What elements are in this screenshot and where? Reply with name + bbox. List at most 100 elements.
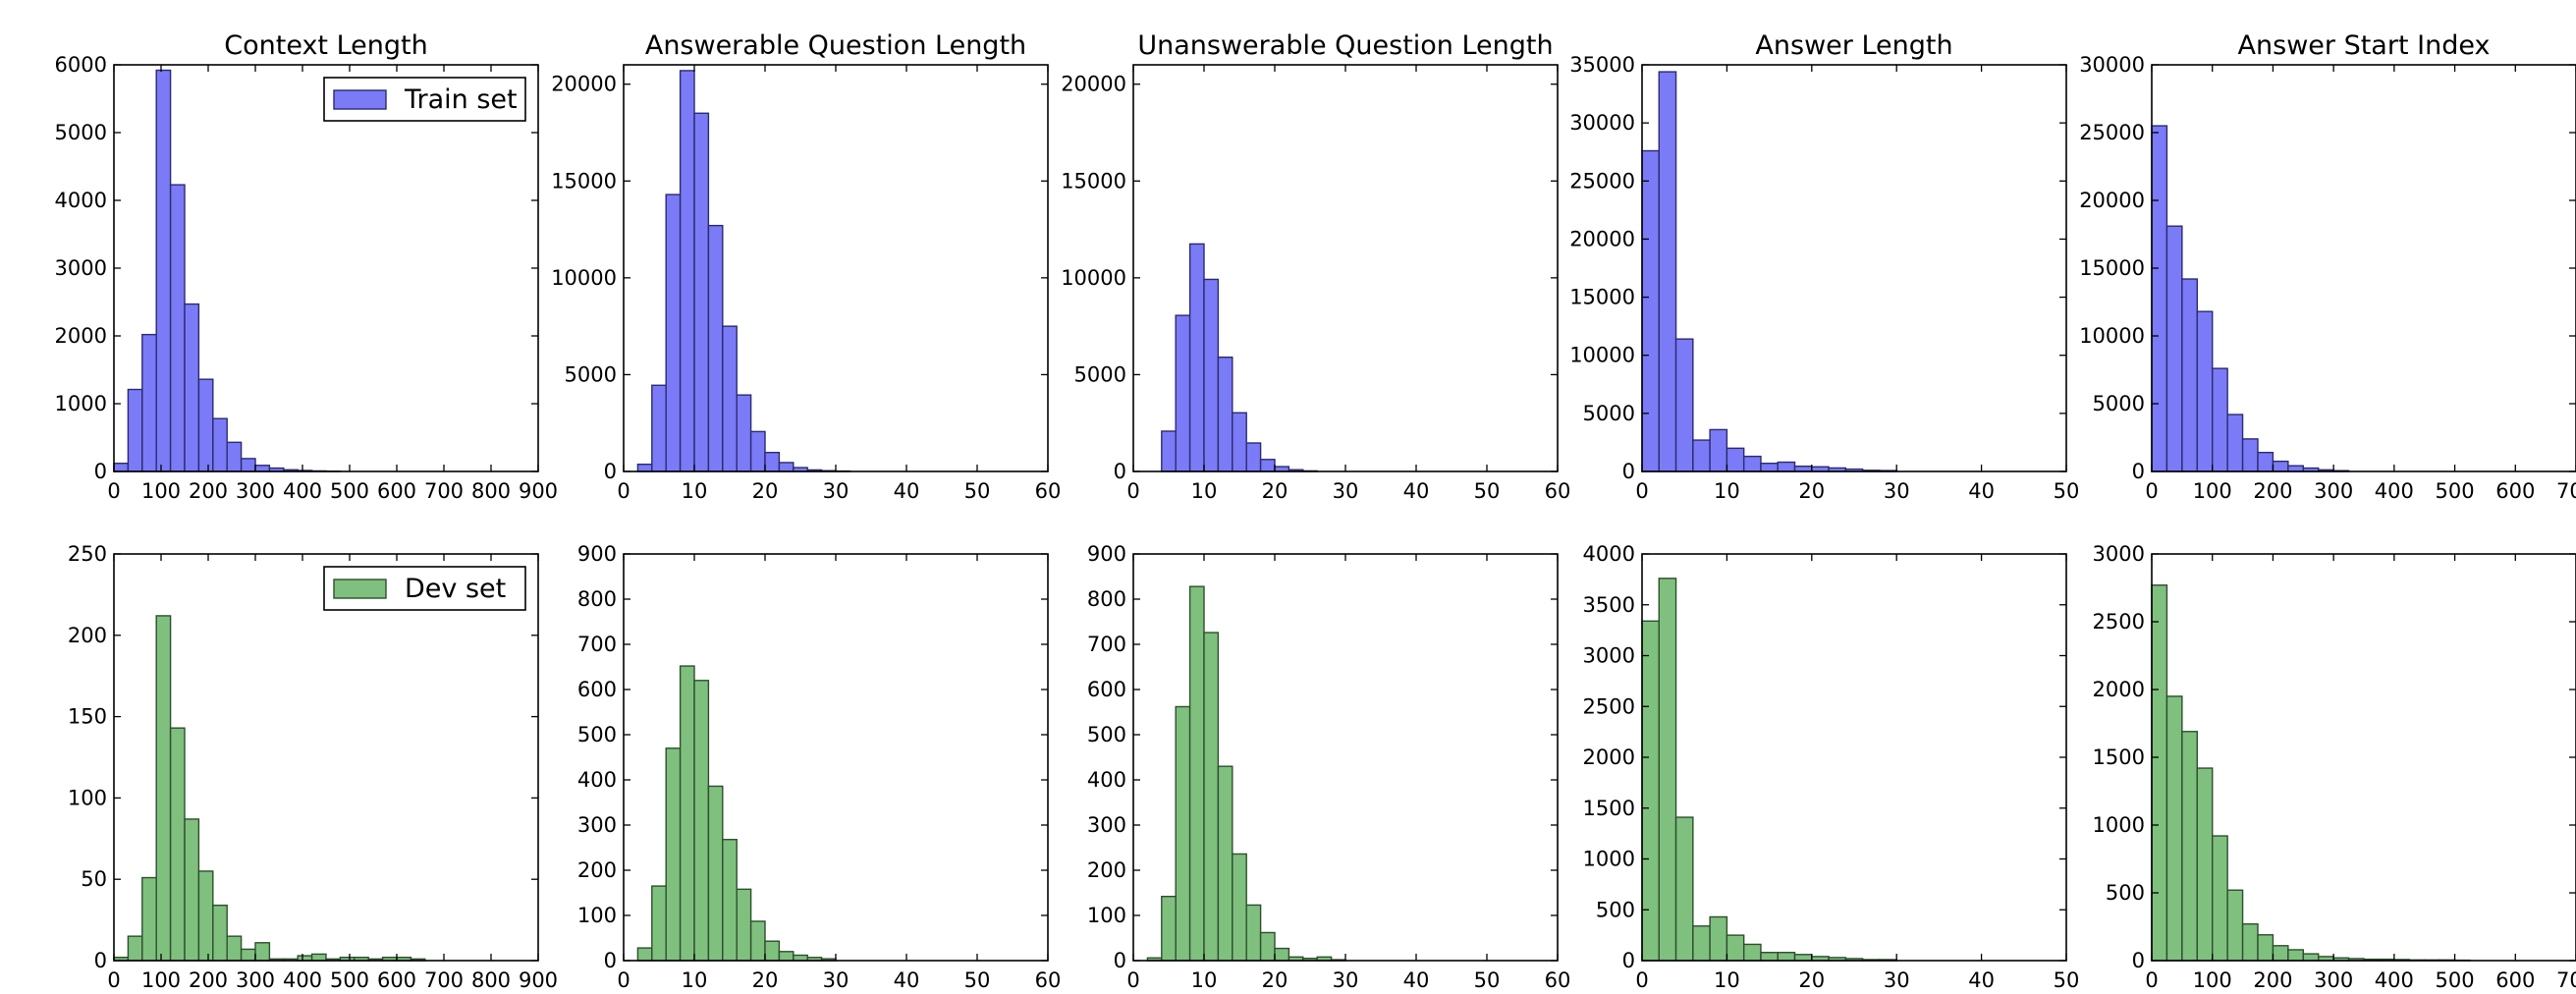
histogram-bar	[226, 935, 243, 962]
y-tick-label: 500	[1087, 723, 1126, 746]
histogram-bar	[722, 839, 738, 962]
panel-train-5: 0 100 200 300 400 500 600 700 0 5000 10000 15000 200…	[2079, 30, 2576, 503]
x-tick-label: 50	[1474, 968, 1501, 992]
axes-frame	[1641, 553, 2067, 962]
y-tick-label: 3000	[2093, 542, 2145, 566]
y-tick-label: 20000	[551, 73, 617, 96]
chart-title: Unanswerable Question Length	[1137, 30, 1553, 61]
x-tick-label: 200	[2253, 479, 2292, 503]
histogram-bar	[651, 384, 667, 472]
histogram-bar	[113, 463, 130, 472]
histogram-bar	[1245, 904, 1262, 962]
histogram-bar	[1188, 585, 1205, 962]
x-tick-label: 0	[1126, 968, 1139, 992]
panel-dev-3: 0 10 20 30 40 50 60010020030040050060070080090…	[1087, 542, 1570, 992]
histogram-bar	[2257, 934, 2275, 962]
x-tick-label: 0	[617, 968, 630, 992]
x-tick-label: 0	[1635, 968, 1648, 992]
x-tick-label: 400	[283, 968, 322, 992]
histogram-bar	[127, 388, 143, 472]
histogram-bar	[1641, 149, 1660, 472]
histogram-bar	[679, 70, 695, 472]
histogram-bar	[1203, 278, 1220, 472]
y-tick-label: 1000	[1583, 848, 1635, 871]
y-tick-label: 25000	[2079, 121, 2145, 144]
histogram-bar	[2302, 953, 2320, 962]
histogram-bar	[1726, 934, 1745, 962]
histogram-bar	[197, 870, 214, 962]
histogram-bar	[1709, 428, 1728, 472]
x-tick-label: 200	[189, 968, 228, 992]
y-tick-label: 0	[1114, 460, 1126, 483]
y-tick-label: 10000	[1569, 344, 1635, 367]
y-tick-label: 400	[577, 768, 617, 792]
panel-dev-5: 0 100 200 300 400 500 600 700 0 500 1000 1500 2000 25…	[2093, 542, 2576, 992]
y-tick-label: 0	[94, 949, 107, 972]
histogram-bar	[2181, 731, 2198, 962]
y-tick-label: 5000	[1583, 402, 1635, 425]
y-tick-label: 250	[68, 542, 107, 566]
y-tick-label: 800	[577, 587, 617, 611]
histogram-bar	[2212, 835, 2228, 962]
y-tick-label: 5000	[1074, 362, 1126, 386]
histogram-bar	[665, 747, 682, 962]
histogram-bar	[1232, 853, 1247, 962]
histogram-bar	[2226, 889, 2244, 962]
x-tick-label: 500	[330, 479, 369, 503]
x-tick-label: 40	[1968, 479, 1995, 503]
x-tick-label: 800	[471, 968, 511, 992]
histogram-bar	[1161, 430, 1177, 472]
y-tick-label: 200	[577, 858, 617, 882]
x-tick-label: 50	[2054, 968, 2080, 992]
x-tick-label: 500	[2436, 968, 2475, 992]
histogram-bar	[693, 680, 710, 962]
histogram-bar	[240, 458, 256, 472]
histogram-bar	[636, 947, 653, 962]
histogram-bar	[1709, 915, 1728, 962]
histogram-bar	[141, 333, 157, 472]
y-tick-label: 100	[68, 786, 107, 809]
histogram-bar	[212, 904, 228, 962]
panel-dev-1: 0 100 200 300 400 500 600 700 800 900 0 50 100 150 200…	[68, 542, 558, 992]
y-tick-label: 200	[1087, 858, 1126, 882]
histogram-bar	[2241, 438, 2259, 472]
histogram-bar	[1692, 439, 1711, 472]
histogram-bar	[707, 224, 724, 472]
y-tick-label: 900	[1087, 542, 1126, 566]
x-tick-label: 100	[2193, 479, 2232, 503]
histogram-bar	[764, 451, 781, 472]
x-tick-label: 10	[682, 968, 708, 992]
chart-title: Answer Start Index	[2238, 30, 2491, 61]
panel-train-1: 0 100 200 300 400 500 600 700 800 900 0 1000 2000 300…	[55, 30, 559, 503]
y-tick-label: 20000	[2079, 189, 2145, 212]
histogram-bar	[1175, 314, 1191, 472]
histogram-bar	[212, 417, 228, 472]
histogram-bar	[1658, 71, 1677, 472]
chart-title: Context Length	[224, 30, 427, 61]
histogram-bar	[736, 394, 752, 472]
histogram-bar	[1777, 461, 1796, 472]
legend-label: Dev set	[405, 574, 506, 604]
histogram-bar	[1760, 952, 1779, 962]
y-tick-label: 300	[577, 813, 617, 837]
x-tick-label: 300	[236, 968, 275, 992]
panel-train-3: 0 10 20 30 40 50 60 0 5000 10000 15000 20000 Unanswe…	[1061, 30, 1570, 503]
y-tick-label: 5000	[55, 121, 107, 144]
x-tick-label: 0	[617, 479, 630, 503]
y-tick-label: 700	[1087, 633, 1126, 656]
x-tick-label: 400	[2375, 968, 2414, 992]
histogram-bar	[169, 184, 186, 472]
histogram-bar	[778, 951, 795, 962]
y-tick-label: 15000	[551, 169, 617, 193]
x-tick-label: 10	[1714, 968, 1740, 992]
y-tick-label: 900	[577, 542, 617, 566]
x-tick-label: 20	[1262, 479, 1288, 503]
y-tick-label: 0	[2132, 949, 2145, 972]
y-tick-label: 1500	[2093, 746, 2145, 769]
histogram-bar	[1760, 463, 1779, 472]
chart-title: Answerable Question Length	[645, 30, 1026, 61]
histogram-bar	[1674, 816, 1694, 962]
x-tick-label: 900	[519, 479, 558, 503]
y-tick-label: 4000	[1583, 542, 1635, 566]
histogram-bar	[749, 430, 766, 472]
